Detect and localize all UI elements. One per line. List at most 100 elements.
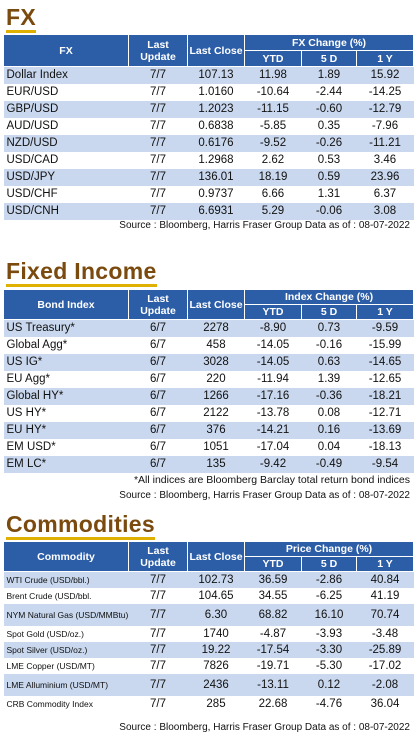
- com-table-row: WTI Crude (USD/bbl.) 7/7 102.73 36.59 -2.86 4…: [3, 571, 414, 588]
- fi-cell-name: EU Agg*: [3, 370, 129, 388]
- fx-cell-close: 107.13: [187, 66, 245, 84]
- fi-cell-update: 6/7: [128, 421, 188, 439]
- com-cell-y1: 41.19: [356, 587, 414, 604]
- fi-cell-y1: -15.99: [356, 336, 414, 354]
- com-cell-y1: -3.48: [356, 625, 414, 642]
- com-cell-close: 6.30: [187, 603, 245, 626]
- com-cell-name: LME Alluminium (USD/MT): [3, 673, 129, 696]
- fi-header-name: Bond Index: [3, 289, 129, 320]
- com-cell-d5: -4.76: [301, 695, 357, 712]
- com-cell-d5: -3.93: [301, 625, 357, 642]
- com-cell-name: NYM Natural Gas (USD/MMBtu): [3, 603, 129, 626]
- com-cell-ytd: -17.54: [244, 641, 302, 658]
- fi-cell-update: 6/7: [128, 353, 188, 371]
- fx-cell-update: 7/7: [128, 202, 188, 220]
- fi-cell-y1: -13.69: [356, 421, 414, 439]
- fx-cell-update: 7/7: [128, 185, 188, 203]
- com-cell-name: LME Copper (USD/MT): [3, 657, 129, 674]
- fx-cell-name: NZD/USD: [3, 134, 129, 152]
- fi-table-row: Global HY* 6/7 1266 -17.16 -0.36 -18.21: [3, 387, 414, 405]
- com-cell-y1: 40.84: [356, 571, 414, 588]
- fi-cell-update: 6/7: [128, 319, 188, 337]
- fi-header-last-close: Last Close: [187, 289, 245, 320]
- fi-cell-name: US IG*: [3, 353, 129, 371]
- fi-cell-update: 6/7: [128, 336, 188, 354]
- fx-cell-d5: 0.59: [301, 168, 357, 186]
- com-cell-update: 7/7: [128, 673, 188, 696]
- com-cell-y1: 70.74: [356, 603, 414, 626]
- fixed-income-note: *All indices are Bloomberg Barclay total…: [133, 474, 410, 486]
- fi-cell-d5: 0.73: [301, 319, 357, 337]
- com-header-last-close: Last Close: [187, 541, 245, 572]
- com-cell-y1: -25.89: [356, 641, 414, 658]
- fi-cell-y1: -18.21: [356, 387, 414, 405]
- fx-cell-name: AUD/USD: [3, 117, 129, 135]
- commodities-source: Source : Bloomberg, Harris Fraser Group …: [119, 722, 410, 733]
- fi-cell-name: US HY*: [3, 404, 129, 422]
- fx-cell-d5: 1.31: [301, 185, 357, 203]
- fi-header-ytd: YTD: [244, 304, 302, 320]
- fi-cell-update: 6/7: [128, 370, 188, 388]
- com-header-name: Commodity: [3, 541, 129, 572]
- fx-cell-close: 0.6838: [187, 117, 245, 135]
- fx-cell-close: 1.2968: [187, 151, 245, 169]
- fx-cell-close: 1.0160: [187, 83, 245, 101]
- fx-table-row: USD/CNH 7/7 6.6931 5.29 -0.06 3.08: [3, 202, 414, 220]
- fx-header-5d: 5 D: [301, 50, 357, 67]
- com-cell-close: 7826: [187, 657, 245, 674]
- fx-cell-y1: -12.79: [356, 100, 414, 118]
- fi-header-last-update: Last Update: [128, 289, 188, 320]
- fx-cell-close: 0.6176: [187, 134, 245, 152]
- fi-cell-ytd: -14.05: [244, 336, 302, 354]
- com-cell-ytd: 36.59: [244, 571, 302, 588]
- fi-cell-update: 6/7: [128, 387, 188, 405]
- fi-cell-ytd: -13.78: [244, 404, 302, 422]
- fx-header-last-close: Last Close: [187, 34, 245, 67]
- com-table-row: CRB Commodity Index 7/7 285 22.68 -4.76 36.04: [3, 695, 414, 712]
- fx-table-row: Dollar Index 7/7 107.13 11.98 1.89 15.92: [3, 66, 414, 84]
- fi-cell-name: EM USD*: [3, 438, 129, 456]
- fx-header-last-update: Last Update: [128, 34, 188, 67]
- fi-cell-d5: -0.49: [301, 455, 357, 473]
- fx-cell-ytd: 18.19: [244, 168, 302, 186]
- fx-cell-ytd: -10.64: [244, 83, 302, 101]
- fi-cell-y1: -9.54: [356, 455, 414, 473]
- fx-header-1y: 1 Y: [356, 50, 414, 67]
- fx-table-row: NZD/USD 7/7 0.6176 -9.52 -0.26 -11.21: [3, 134, 414, 152]
- com-cell-y1: -17.02: [356, 657, 414, 674]
- com-cell-close: 19.22: [187, 641, 245, 658]
- com-cell-ytd: 68.82: [244, 603, 302, 626]
- fi-cell-close: 1051: [187, 438, 245, 456]
- fi-cell-y1: -12.65: [356, 370, 414, 388]
- com-cell-d5: 16.10: [301, 603, 357, 626]
- com-cell-name: WTI Crude (USD/bbl.): [3, 571, 129, 588]
- fx-cell-update: 7/7: [128, 100, 188, 118]
- com-cell-update: 7/7: [128, 625, 188, 642]
- com-cell-y1: 36.04: [356, 695, 414, 712]
- fx-cell-update: 7/7: [128, 168, 188, 186]
- com-header-ytd: YTD: [244, 556, 302, 572]
- fi-cell-ytd: -9.42: [244, 455, 302, 473]
- fx-table-row: EUR/USD 7/7 1.0160 -10.64 -2.44 -14.25: [3, 83, 414, 101]
- fixed-income-section-title: Fixed Income: [6, 258, 157, 287]
- com-cell-d5: -2.86: [301, 571, 357, 588]
- com-cell-update: 7/7: [128, 571, 188, 588]
- fx-table: FX Last Update Last Close FX Change (%) …: [3, 34, 414, 220]
- com-header-1y: 1 Y: [355, 556, 415, 572]
- com-cell-ytd: 22.68: [244, 695, 302, 712]
- com-cell-update: 7/7: [128, 657, 188, 674]
- com-table-row: LME Alluminium (USD/MT) 7/7 2436 -13.11 0.12…: [3, 673, 414, 696]
- com-cell-d5: -6.25: [301, 587, 357, 604]
- fi-cell-update: 6/7: [128, 404, 188, 422]
- fi-header-5d: 5 D: [301, 304, 357, 320]
- fx-cell-close: 0.9737: [187, 185, 245, 203]
- fi-cell-close: 220: [187, 370, 245, 388]
- fx-cell-update: 7/7: [128, 83, 188, 101]
- fx-cell-d5: -0.06: [301, 202, 357, 220]
- fi-cell-name: Global HY*: [3, 387, 129, 405]
- fi-cell-d5: -0.36: [301, 387, 357, 405]
- fi-cell-d5: 0.08: [301, 404, 357, 422]
- com-cell-y1: -2.08: [356, 673, 414, 696]
- fi-cell-y1: -14.65: [356, 353, 414, 371]
- fx-cell-d5: -0.60: [301, 100, 357, 118]
